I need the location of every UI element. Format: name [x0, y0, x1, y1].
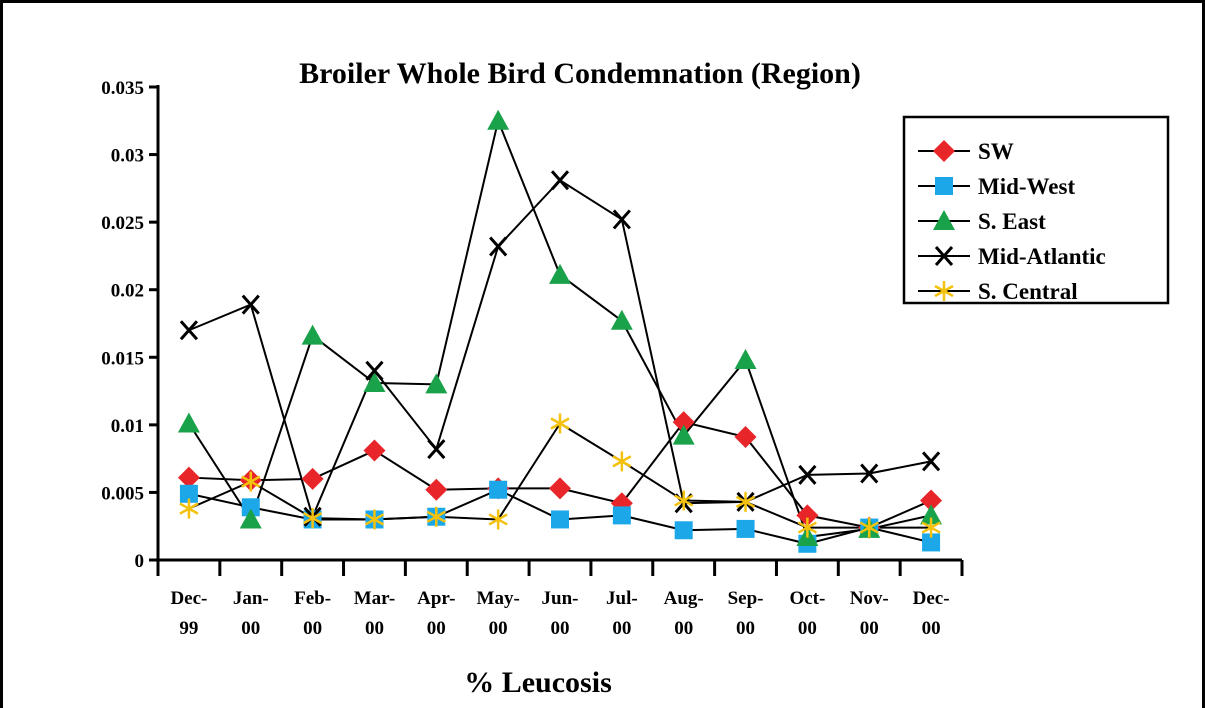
y-tick-label: 0.01 [111, 416, 144, 437]
y-tick-label: 0.005 [101, 483, 144, 504]
marker [934, 281, 954, 301]
marker [489, 236, 508, 257]
marker [922, 533, 941, 552]
marker [241, 498, 260, 517]
marker [177, 466, 200, 489]
marker [610, 309, 633, 330]
marker [734, 426, 757, 449]
legend-label: S. East [978, 209, 1046, 234]
marker [488, 509, 508, 530]
x-tick-label: Jan-00 [233, 588, 269, 639]
marker [365, 360, 384, 381]
y-tick-label: 0.035 [101, 78, 144, 99]
x-tick-label: Jul-00 [606, 588, 638, 639]
marker [612, 209, 631, 230]
marker [734, 348, 757, 369]
marker [920, 489, 943, 512]
marker [612, 451, 632, 472]
marker [239, 508, 262, 529]
marker [735, 491, 756, 512]
x-tick-label: Oct-00 [789, 588, 825, 639]
marker [934, 246, 954, 266]
marker [736, 519, 755, 538]
marker [241, 471, 261, 492]
legend-label: Mid-West [978, 174, 1075, 199]
marker [426, 506, 446, 527]
legend-label: S. Central [978, 279, 1078, 304]
marker [933, 210, 955, 230]
marker [612, 506, 631, 525]
marker [549, 477, 571, 500]
marker [549, 263, 571, 284]
marker [796, 504, 819, 527]
y-tick-label: 0.015 [101, 348, 144, 369]
legend-label: Mid-Atlantic [978, 244, 1106, 269]
x-tick-label: Mar-00 [354, 588, 396, 639]
x-tick-label: Dec-00 [913, 588, 950, 639]
marker [363, 439, 386, 462]
marker [303, 508, 323, 529]
y-tick-label: 0.02 [111, 281, 144, 302]
marker [935, 177, 953, 195]
marker [363, 371, 386, 392]
marker [550, 413, 570, 434]
x-tick-label: Jun-00 [542, 588, 579, 639]
marker [920, 504, 943, 525]
chart-title: Broiler Whole Bird Condemnation (Region) [299, 57, 861, 90]
marker [674, 490, 694, 511]
marker [550, 170, 570, 191]
marker [551, 510, 569, 529]
x-tick-label: Apr-00 [417, 588, 455, 639]
marker [672, 411, 695, 434]
x-tick-label: Sep-00 [728, 588, 764, 639]
x-tick-label: Nov-00 [850, 588, 889, 639]
marker [797, 517, 817, 538]
marker [672, 424, 695, 445]
marker [674, 521, 693, 540]
y-tick-label: 0 [135, 551, 145, 572]
marker [859, 517, 879, 538]
marker [364, 509, 385, 530]
marker [487, 109, 510, 130]
marker [301, 324, 324, 345]
x-axis-label: % Leucosis [464, 666, 612, 699]
series-line [188, 178, 932, 520]
legend-label: SW [978, 139, 1014, 164]
marker [179, 484, 198, 503]
marker [425, 373, 448, 394]
x-tick-label: May-00 [477, 588, 520, 639]
x-tick-label: Feb-00 [294, 588, 331, 639]
x-tick-label: Dec-99 [170, 588, 207, 639]
marker [179, 320, 199, 341]
marker [798, 464, 817, 485]
marker [425, 478, 448, 501]
marker [921, 451, 941, 472]
marker [427, 439, 446, 460]
marker [860, 463, 879, 484]
marker [489, 480, 508, 499]
marker [179, 498, 199, 519]
marker [177, 412, 200, 433]
marker [921, 517, 941, 538]
x-tick-label: Aug-00 [664, 588, 704, 639]
marker [301, 467, 324, 490]
marker [933, 140, 955, 162]
marker [241, 294, 260, 315]
y-tick-label: 0.025 [101, 213, 144, 234]
y-tick-label: 0.03 [111, 146, 144, 167]
